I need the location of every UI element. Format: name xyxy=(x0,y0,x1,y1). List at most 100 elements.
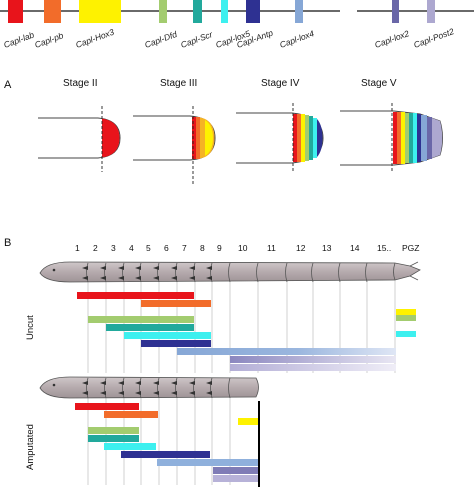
gene-label-lox2: Capl-lox2 xyxy=(373,28,410,50)
segment-label-10: 10 xyxy=(238,243,248,253)
stage-v-label: Stage V xyxy=(361,78,397,89)
stage-v-band-lox2 xyxy=(427,117,432,159)
uncut-bar-lox5 xyxy=(124,332,211,339)
segment-label-8: 8 xyxy=(200,243,205,253)
amputated-bar-lox4 xyxy=(157,459,258,466)
gene-box-lox2 xyxy=(392,0,399,23)
segment-label-pgz: PGZ xyxy=(402,243,419,253)
stage-ii-expression xyxy=(102,118,120,158)
uncut-expression-bars xyxy=(77,292,416,371)
stage-iii-embryo: Stage III xyxy=(133,78,216,185)
uncut-pgz-dfd xyxy=(396,315,416,321)
gene-label-pb: Capl-pb xyxy=(33,30,65,50)
stage-iv-band-scr xyxy=(309,116,313,160)
stage-ii-label: Stage II xyxy=(63,78,97,89)
stage-iv-band-lab xyxy=(293,114,297,162)
stage-v-band-antp xyxy=(417,114,421,162)
stage-v-band-lox4 xyxy=(421,115,427,161)
stage-iv-band-hox3 xyxy=(301,114,305,162)
segment-label-15: 15.. xyxy=(377,243,391,253)
amputated-bar-dfd xyxy=(88,427,139,434)
amputated-bar-lox5 xyxy=(104,443,156,450)
stage-iv-embryo: Stage IV xyxy=(236,78,324,172)
uncut-worm-pygidium xyxy=(409,261,419,281)
stage-iii-band-red xyxy=(192,117,196,159)
gene-label-dfd: Capl-Dfd xyxy=(143,29,178,50)
stage-iv-band-pb xyxy=(297,114,301,162)
segment-label-6: 6 xyxy=(164,243,169,253)
amputated-label: Amputated xyxy=(25,424,36,470)
segment-label-12: 12 xyxy=(296,243,306,253)
amputated-worm-eye xyxy=(52,383,56,387)
uncut-worm-body xyxy=(39,261,421,283)
gene-label-lab: Capl-lab xyxy=(2,30,35,50)
gene-box-antp xyxy=(246,0,260,23)
stage-v-band-pb xyxy=(397,112,401,164)
stage-v-embryo: Stage V xyxy=(340,78,443,172)
gene-box-lab xyxy=(8,0,23,23)
amputated-bar-hox3 xyxy=(238,418,258,425)
gene-box-lox4 xyxy=(295,0,303,23)
uncut-worm-eye xyxy=(52,268,56,272)
amputated-bar-antp xyxy=(121,451,210,458)
amputated-bar-lab xyxy=(75,403,139,410)
uncut-pgz-lox5 xyxy=(396,331,416,337)
segment-label-1: 1 xyxy=(75,243,80,253)
uncut-pgz-hox3 xyxy=(396,309,416,315)
gene-label-hox3: Capl-Hox3 xyxy=(74,27,115,50)
segment-label-13: 13 xyxy=(322,243,332,253)
stage-v-band-post2 xyxy=(432,118,443,158)
uncut-label: Uncut xyxy=(25,315,36,340)
stage-iv-band-dfd xyxy=(305,115,309,161)
gene-box-scr xyxy=(193,0,202,23)
segment-label-4: 4 xyxy=(129,243,134,253)
gene-box-dfd xyxy=(159,0,167,23)
amputated-worm-body xyxy=(39,376,259,399)
uncut-bar-antp xyxy=(141,340,211,347)
amputated-bar-post2 xyxy=(213,475,258,482)
gene-label-lox4: Capl-lox4 xyxy=(278,28,315,50)
panel-b-label: B xyxy=(4,237,11,249)
stage-v-band-lab xyxy=(393,112,397,164)
stage-iv-band-antp xyxy=(317,119,323,157)
hox-cluster-map: Capl-lab Capl-pb Capl-Hox3 Capl-Dfd Capl… xyxy=(0,0,474,50)
segment-label-9: 9 xyxy=(217,243,222,253)
gene-box-pb xyxy=(44,0,61,23)
stage-iv-band-lox5 xyxy=(313,118,317,158)
uncut-bar-pb xyxy=(141,300,211,307)
stage-iii-band-yellow xyxy=(205,120,213,156)
stage-v-band-hox3 xyxy=(401,112,405,164)
gene-box-lox5 xyxy=(221,0,228,23)
uncut-bar-lox2 xyxy=(230,356,396,363)
segment-label-14: 14 xyxy=(350,243,360,253)
stage-iii-label: Stage III xyxy=(160,78,197,89)
uncut-bar-post2 xyxy=(230,364,396,371)
stage-v-band-dfd xyxy=(405,113,409,163)
segment-label-2: 2 xyxy=(93,243,98,253)
amputated-bar-pb xyxy=(104,411,158,418)
uncut-bar-scr xyxy=(106,324,194,331)
stage-v-band-scr xyxy=(409,113,413,163)
segment-numbers: 1 2 3 4 5 6 7 8 9 10 11 12 13 14 15.. PG… xyxy=(75,243,419,253)
gene-label-scr: Capl-Scr xyxy=(179,29,215,50)
gene-box-post2 xyxy=(427,0,435,23)
stage-iii-band-orange xyxy=(196,117,200,159)
panel-a-label: A xyxy=(4,79,12,91)
amputated-bar-lox2 xyxy=(213,467,258,474)
segment-label-5: 5 xyxy=(146,243,151,253)
uncut-worm xyxy=(39,261,421,283)
segment-label-11: 11 xyxy=(267,243,276,253)
uncut-bar-lox4 xyxy=(177,348,396,355)
uncut-bar-lab xyxy=(77,292,194,299)
stage-v-band-lox5 xyxy=(413,113,417,163)
segment-label-7: 7 xyxy=(182,243,187,253)
amputated-worm xyxy=(39,376,259,399)
stage-ii-embryo: Stage II xyxy=(38,78,121,172)
amputated-bar-scr xyxy=(88,435,139,442)
gene-label-post2: Capl-Post2 xyxy=(412,26,455,50)
gene-box-hox3 xyxy=(79,0,121,23)
stage-iv-label: Stage IV xyxy=(261,78,300,89)
segment-label-3: 3 xyxy=(111,243,116,253)
amputated-expression-bars xyxy=(75,403,258,482)
